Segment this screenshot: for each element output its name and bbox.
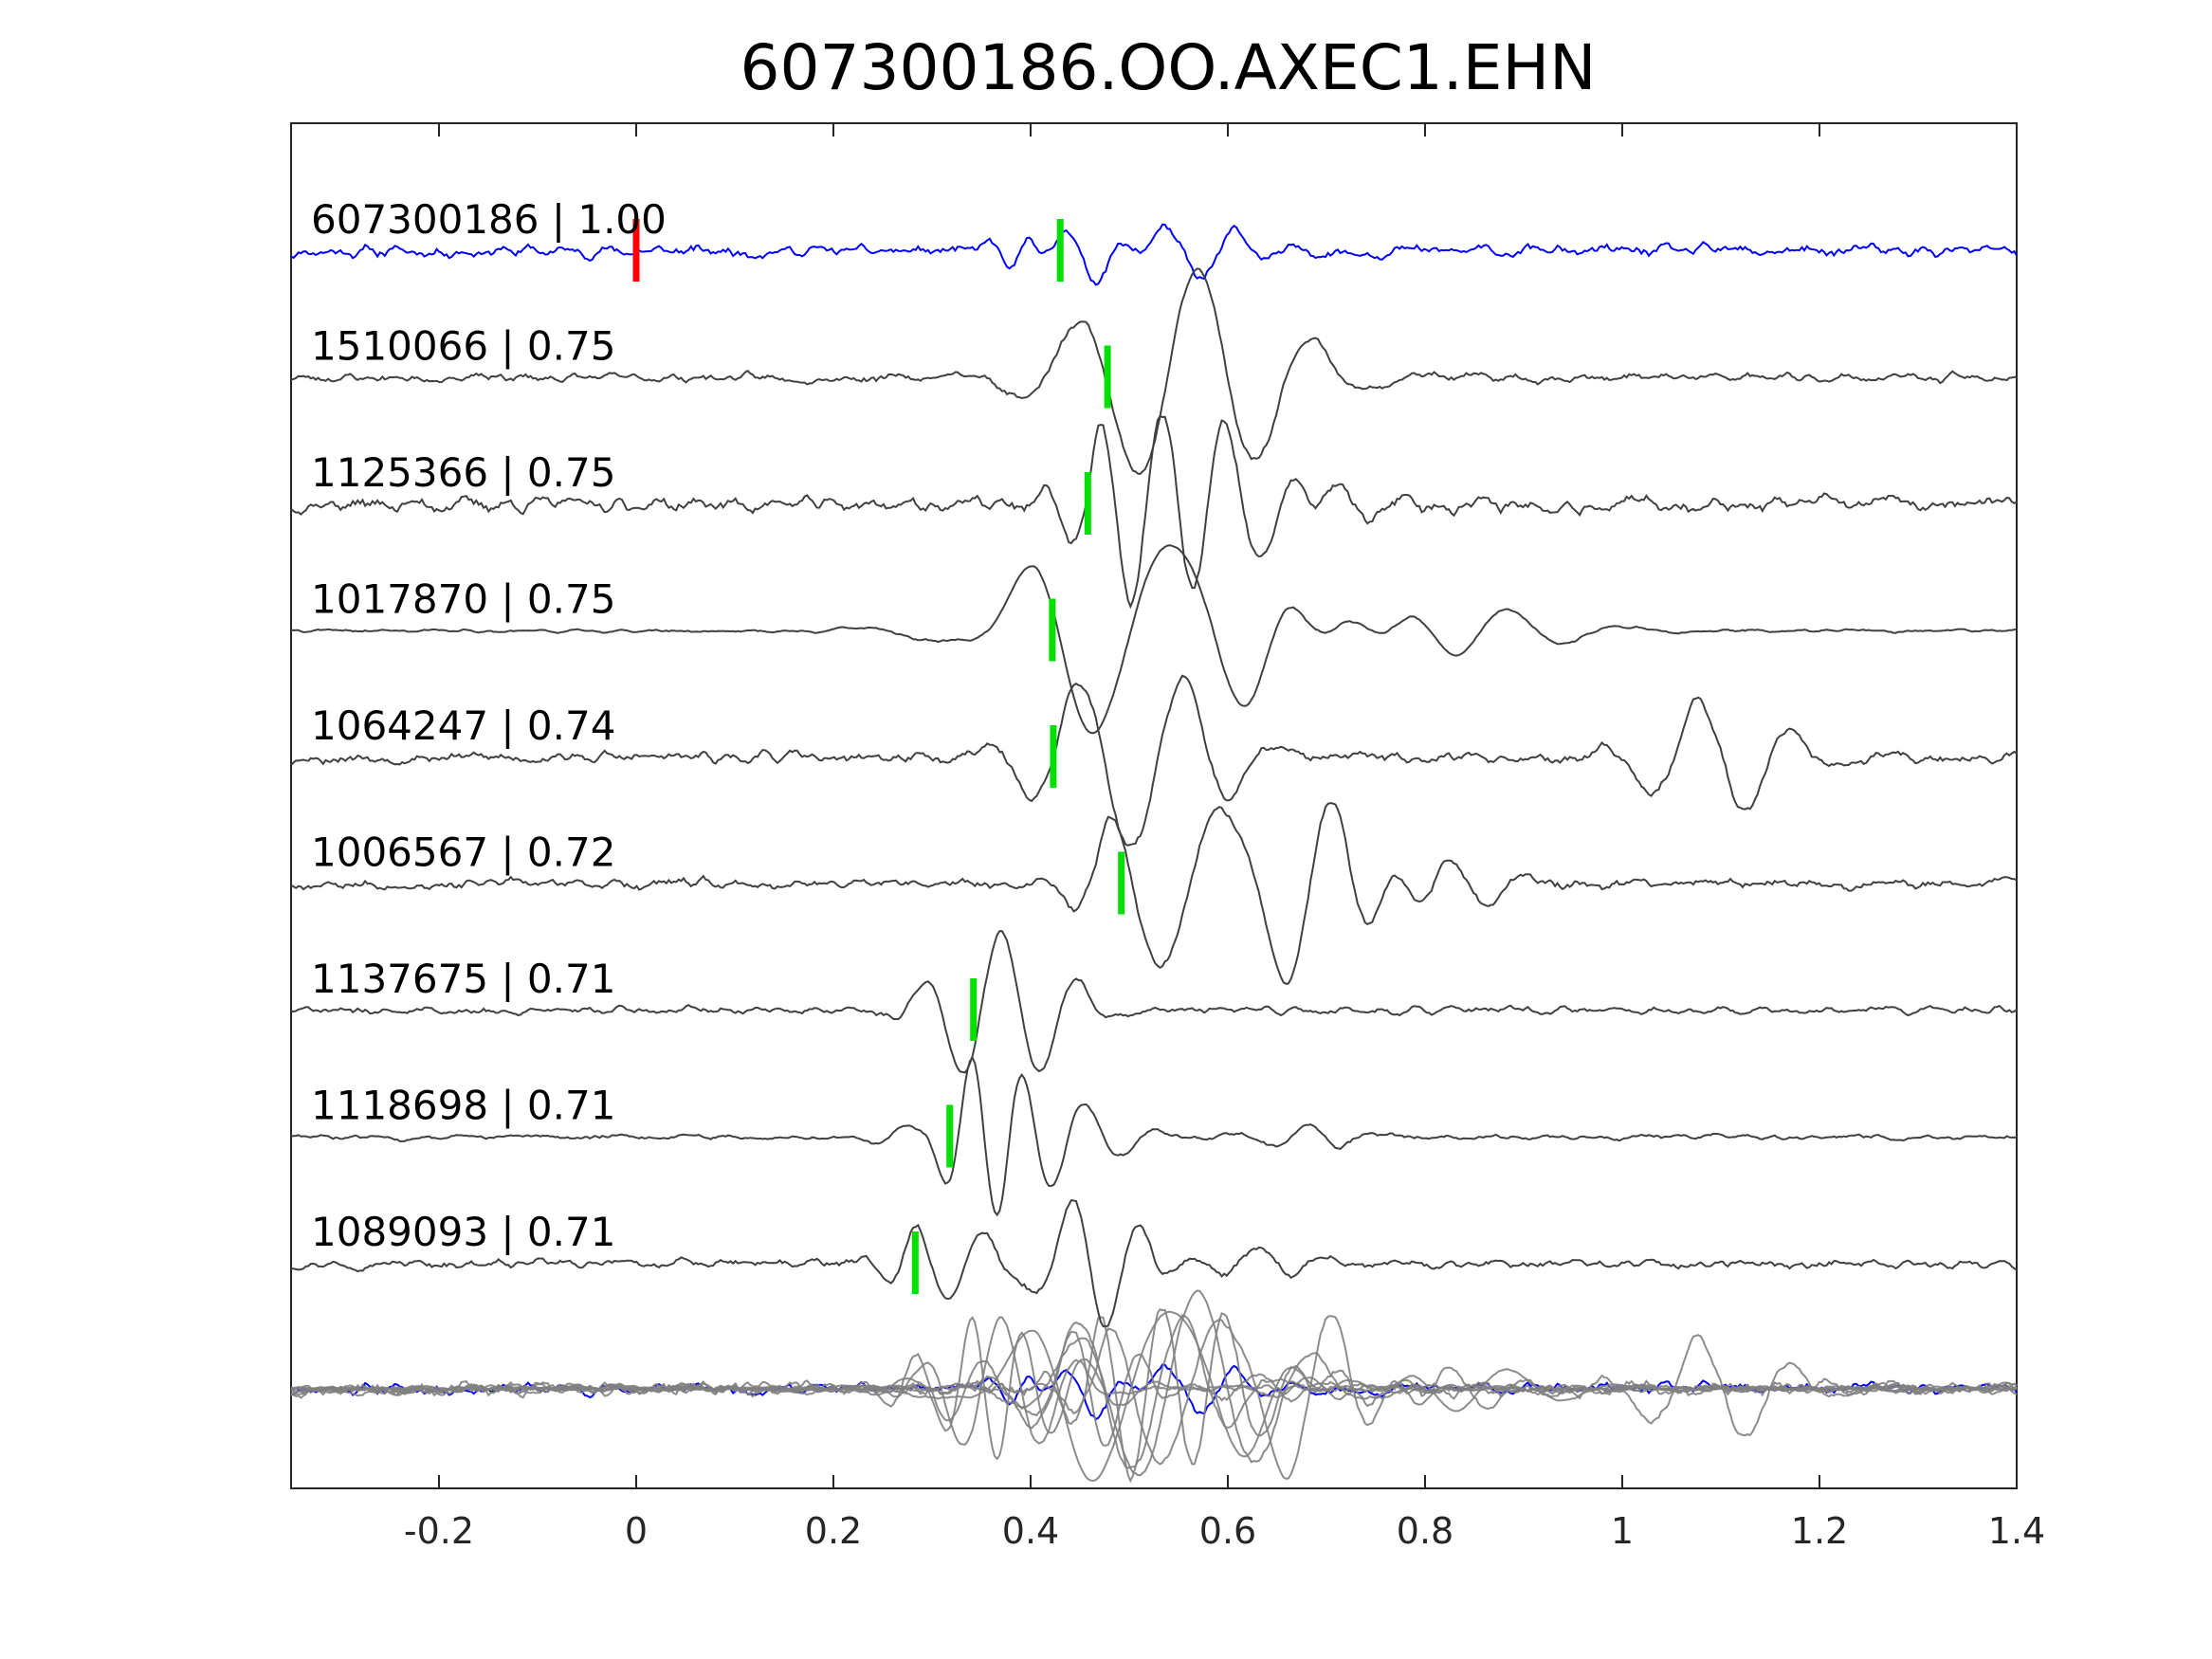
overlay-stack [290,1289,2018,1484]
x-tick-label: 1.4 [1988,1510,2045,1552]
trace-label: 1017870 | 0.75 [311,576,615,623]
trace-607300186-line [290,223,2018,286]
x-tick-label: -0.2 [404,1510,474,1552]
x-tick-label: 0.2 [805,1510,862,1552]
trace-1017870-line [290,544,2018,735]
overlay-1064247-line [290,1314,2018,1469]
trace-label: 1064247 | 0.74 [311,702,615,749]
plot-area-frame [290,122,2018,1489]
chart-title: 607300186.OO.AXEC1.EHN [740,31,1597,104]
x-tick-label: 0.6 [1199,1510,1256,1552]
x-tick-label: 1 [1611,1510,1634,1552]
overlay-1006567-line [290,1315,2018,1480]
x-axis: -0.2 0 0.2 0.4 0.6 0.8 1 1.2 1.4 [404,123,2045,1552]
trace-1125366-line [290,414,2018,610]
pick-markers [632,219,1125,1294]
trace-label: 607300186 | 1.00 [311,196,667,243]
x-tick-label: 0 [625,1510,648,1552]
trace-label: 1137675 | 0.71 [311,956,615,1002]
x-tick-label: 1.2 [1791,1510,1848,1552]
overlay-1125366-line [290,1307,2018,1484]
trace-label: 1006567 | 0.72 [311,830,615,876]
overlay-1089093-line [290,1330,2018,1447]
trace-1089093-line [290,1199,2018,1328]
trace-1137675-line [290,930,2018,1074]
trace-1064247-line [290,674,2018,847]
trace-labels: 607300186 | 1.00 1510066 | 0.75 1125366 | … [311,196,667,1255]
trace-label: 1510066 | 0.75 [311,323,615,370]
trace-stack [290,223,2018,1328]
x-tick-label: 0.8 [1397,1510,1453,1552]
trace-label: 1118698 | 0.71 [311,1083,615,1129]
trace-label: 1089093 | 0.71 [311,1209,615,1255]
trace-label: 1125366 | 0.75 [311,449,615,496]
trace-1118698-line [290,1056,2018,1217]
x-tick-label: 0.4 [1002,1510,1059,1552]
trace-1006567-line [290,801,2018,985]
